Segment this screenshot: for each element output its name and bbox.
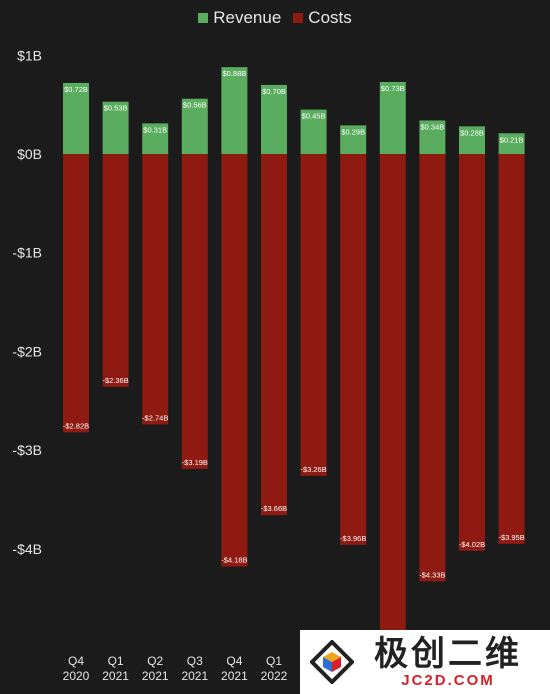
costs-data-label: -$3.26B: [300, 465, 326, 474]
costs-bar: [498, 154, 525, 544]
revenue-data-label: $0.31B: [143, 125, 167, 134]
watermark-banner: 极创二维 JC2D.COM: [300, 630, 550, 694]
revenue-bar: [221, 67, 248, 154]
x-tick-label: 2022: [261, 669, 288, 683]
y-tick-label: $1B: [17, 47, 42, 63]
costs-bar: [181, 154, 208, 469]
x-tick-label: Q1: [266, 654, 282, 668]
legend-item-revenue[interactable]: Revenue: [198, 8, 281, 28]
costs-data-label: -$4.18B: [221, 556, 247, 565]
y-tick-label: $0B: [17, 146, 42, 162]
x-tick-label: 2020: [63, 669, 90, 683]
legend-label-costs: Costs: [308, 8, 352, 27]
costs-bar: [102, 154, 129, 387]
legend-label-revenue: Revenue: [213, 8, 282, 27]
revenue-data-label: $0.34B: [421, 122, 445, 131]
revenue-bar: [300, 109, 327, 154]
x-tick-label: Q2: [147, 654, 163, 668]
revenue-bar: [379, 81, 406, 154]
y-tick-label: -$3B: [12, 442, 42, 458]
costs-bar: [419, 154, 446, 582]
costs-bar: [142, 154, 169, 425]
costs-data-label: -$2.74B: [142, 413, 168, 422]
costs-data-label: -$2.36B: [102, 376, 128, 385]
costs-bar: [221, 154, 248, 567]
x-tick-label: 2021: [102, 669, 129, 683]
x-tick-label: 2021: [221, 669, 248, 683]
revenue-bar: [181, 98, 208, 154]
revenue-data-label: $0.72B: [64, 85, 88, 94]
revenue-data-label: $0.53B: [104, 104, 128, 113]
y-tick-label: -$4B: [12, 541, 42, 557]
revenue-bar: [340, 125, 367, 154]
revenue-data-label: $0.28B: [460, 128, 484, 137]
revenue-bar: [102, 101, 129, 154]
y-tick-label: -$2B: [12, 343, 42, 359]
watermark-domain-text: JC2D.COM: [401, 672, 495, 689]
revenue-bar: [419, 120, 446, 154]
costs-bar: [300, 154, 327, 476]
x-tick-label: Q4: [68, 654, 84, 668]
revenue-data-label: $0.29B: [341, 127, 365, 136]
legend-swatch-revenue: [198, 13, 209, 23]
revenue-data-label: $0.56B: [183, 101, 207, 110]
revenue-bar: [63, 82, 89, 154]
costs-bar: [63, 154, 89, 433]
legend-swatch-costs: [293, 13, 304, 23]
revenue-data-label: $0.45B: [302, 112, 326, 121]
revenue-data-label: $0.88B: [223, 69, 247, 78]
costs-bar: [379, 154, 406, 630]
revenue-bar: [498, 133, 525, 154]
cube-logo-icon: [309, 639, 355, 685]
chart-legend: Revenue Costs: [0, 8, 550, 28]
y-tick-label: -$1B: [12, 245, 42, 261]
costs-bar: [459, 154, 485, 551]
costs-data-label: -$3.66B: [261, 504, 287, 513]
costs-data-label: -$4.02B: [459, 540, 485, 549]
x-tick-label: Q3: [187, 654, 203, 668]
costs-bar: [261, 154, 287, 516]
watermark-chinese-text: 极创二维: [374, 635, 522, 673]
x-tick-label: Q1: [108, 654, 124, 668]
costs-data-label: -$4.33B: [419, 570, 445, 579]
x-tick-label: Q4: [226, 654, 242, 668]
costs-data-label: -$3.19B: [182, 458, 208, 467]
costs-data-label: -$2.82B: [63, 421, 89, 430]
costs-bar: [340, 154, 367, 545]
revenue-data-label: $0.21B: [500, 135, 524, 144]
costs-data-label: -$3.95B: [498, 533, 524, 542]
legend-item-costs[interactable]: Costs: [293, 8, 352, 28]
x-tick-label: 2021: [142, 669, 169, 683]
revenue-bar: [459, 126, 485, 154]
costs-data-label: -$3.96B: [340, 534, 366, 543]
x-tick-label: 2021: [181, 669, 208, 683]
revenue-data-label: $0.73B: [381, 84, 405, 93]
revenue-bar: [142, 123, 169, 154]
revenue-bar: [261, 84, 287, 154]
revenue-data-label: $0.70B: [262, 87, 286, 96]
